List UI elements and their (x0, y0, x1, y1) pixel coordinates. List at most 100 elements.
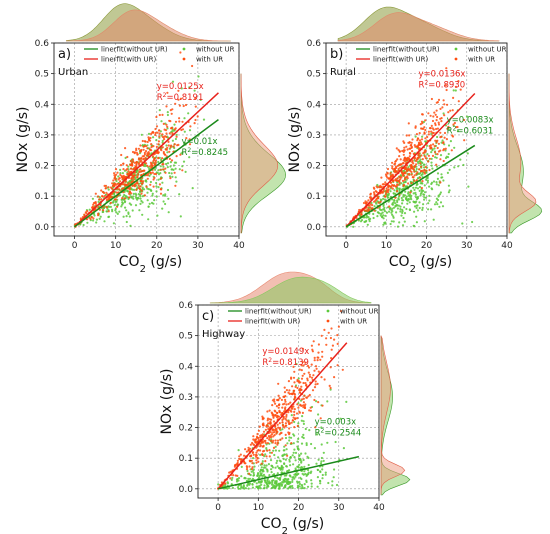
scatter-point (251, 483, 254, 486)
scatter-point (376, 215, 379, 218)
scatter-point (416, 209, 419, 212)
scatter-point (339, 310, 343, 313)
scatter-point (416, 187, 420, 190)
scatter-point (281, 406, 284, 409)
scatter-point (141, 213, 144, 216)
scatter-point (419, 141, 423, 144)
scatter-point (276, 415, 279, 418)
legend-entry: with UR (196, 56, 223, 64)
scatter-point (167, 211, 170, 214)
scatter-point (229, 477, 232, 480)
scatter-point (300, 385, 303, 388)
scatter-point (126, 173, 129, 176)
scatter-point (389, 181, 393, 184)
scatter-point (359, 213, 363, 216)
scatter-point (452, 96, 455, 99)
scatter-point (326, 441, 329, 444)
scatter-point (172, 164, 175, 167)
scatter-point (193, 89, 196, 92)
scatter-point (159, 130, 162, 133)
scatter-point (393, 199, 396, 202)
scatter-point (424, 119, 427, 122)
scatter-point (384, 221, 387, 224)
scatter-point (146, 199, 149, 202)
scatter-point (412, 152, 415, 155)
scatter-point (448, 189, 451, 192)
scatter-point (382, 208, 385, 211)
scatter-point (274, 413, 277, 417)
scatter-point (263, 484, 266, 487)
scatter-point (270, 439, 273, 443)
scatter-point (363, 209, 366, 212)
scatter-point (403, 149, 406, 152)
scatter-point (423, 172, 426, 175)
scatter-point (112, 182, 116, 185)
scatter-point (298, 454, 301, 458)
legend-entry: linerfit(with UR) (101, 56, 156, 64)
scatter-point (160, 177, 163, 180)
scatter-point (394, 202, 397, 205)
scatter-point (155, 190, 158, 193)
scatter-point (423, 155, 426, 158)
scatter-point (181, 128, 185, 131)
fit-line-without-ur (345, 144, 476, 228)
scatter-point (408, 208, 412, 212)
scatter-point (293, 392, 296, 395)
scatter-point (319, 470, 322, 473)
scatter-point (312, 340, 315, 343)
x-tick-label: 30 (333, 503, 345, 513)
scatter-point (358, 208, 361, 212)
scatter-point (430, 157, 433, 160)
scatter-point (433, 111, 436, 114)
scatter-point (302, 364, 305, 367)
scatter-point (444, 149, 447, 152)
y-tick-label: 0.0 (179, 485, 194, 495)
scatter-point (310, 479, 313, 482)
scatter-point (112, 179, 115, 182)
scatter-point (302, 422, 305, 425)
scatter-point (166, 151, 169, 154)
scatter-point (266, 410, 269, 413)
scatter-point (269, 420, 272, 423)
scatter-point (432, 218, 435, 221)
scatter-point (381, 211, 384, 214)
scatter-point (149, 172, 152, 175)
scatter-point (138, 168, 141, 171)
scatter-point (296, 486, 299, 489)
scatter-point (105, 210, 108, 213)
scatter-point (119, 172, 122, 175)
scatter-point (392, 220, 395, 223)
scatter-point (429, 146, 432, 150)
scatter-point (398, 150, 401, 153)
scatter-point (105, 191, 108, 194)
scatter-point (131, 158, 135, 161)
scatter-point (236, 474, 239, 477)
scatter-point (416, 158, 419, 161)
scatter-point (301, 411, 304, 414)
scatter-point (275, 432, 278, 435)
scatter-point (430, 208, 433, 211)
scatter-point (276, 398, 279, 402)
scatter-point (292, 451, 295, 454)
scatter-point (276, 439, 280, 442)
scatter-point (252, 468, 255, 471)
scatter-point (423, 166, 426, 169)
scatter-point (300, 460, 303, 463)
scatter-point (271, 479, 274, 482)
scatter-point (293, 473, 296, 476)
scatter-point (143, 140, 146, 143)
x-tick-label: 20 (151, 241, 163, 251)
scatter-point (283, 474, 286, 477)
scatter-point (178, 117, 181, 120)
scatter-point (142, 180, 145, 183)
scatter-point (397, 148, 400, 151)
scatter-point (92, 219, 95, 222)
scatter-point (336, 334, 339, 337)
scatter-point (457, 80, 460, 83)
scatter-point (270, 411, 273, 414)
scatter-point (410, 141, 413, 144)
scatter-point (139, 160, 142, 163)
scatter-point (401, 202, 404, 205)
scatter-point (396, 200, 399, 204)
scatter-point (124, 194, 127, 198)
